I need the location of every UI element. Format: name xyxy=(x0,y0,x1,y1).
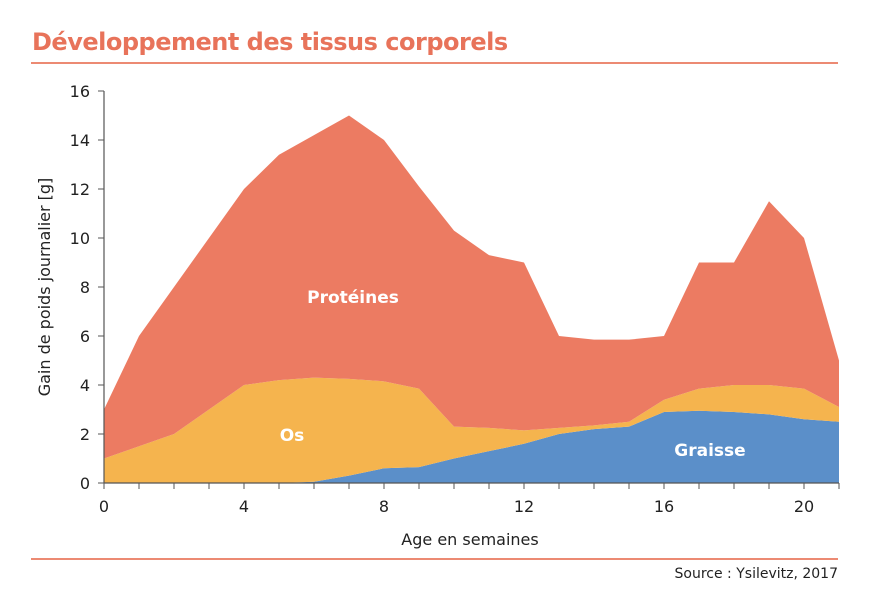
series-label: Graisse xyxy=(674,441,745,461)
y-tick-label: 12 xyxy=(70,180,90,199)
x-tick-label: 12 xyxy=(514,497,534,516)
area-graisse xyxy=(104,410,839,483)
y-axis-label: Gain de poids journalier [g] xyxy=(35,178,54,397)
y-tick-label: 16 xyxy=(70,82,90,101)
y-tick-label: 10 xyxy=(70,229,90,248)
x-tick-label: 16 xyxy=(654,497,674,516)
y-tick-label: 14 xyxy=(70,131,90,150)
title-rule xyxy=(31,62,838,64)
x-tick-label: 8 xyxy=(379,497,389,516)
y-tick-label: 4 xyxy=(80,376,90,395)
y-tick-label: 6 xyxy=(80,327,90,346)
x-tick-label: 20 xyxy=(794,497,814,516)
x-tick-label: 4 xyxy=(239,497,249,516)
y-tick-label: 8 xyxy=(80,278,90,297)
y-tick-label: 0 xyxy=(80,474,90,493)
series-label: Os xyxy=(280,426,305,446)
area-proteines xyxy=(104,115,839,459)
x-axis-label: Age en semaines xyxy=(401,530,538,549)
x-tick-label: 0 xyxy=(99,497,109,516)
chart-title: Développement des tissus corporels xyxy=(32,28,508,56)
source-note: Source : Ysilevitz, 2017 xyxy=(674,566,838,582)
area-os xyxy=(104,377,839,483)
footer-rule xyxy=(31,558,838,560)
series-label: Protéines xyxy=(307,288,399,308)
y-tick-label: 2 xyxy=(80,425,90,444)
